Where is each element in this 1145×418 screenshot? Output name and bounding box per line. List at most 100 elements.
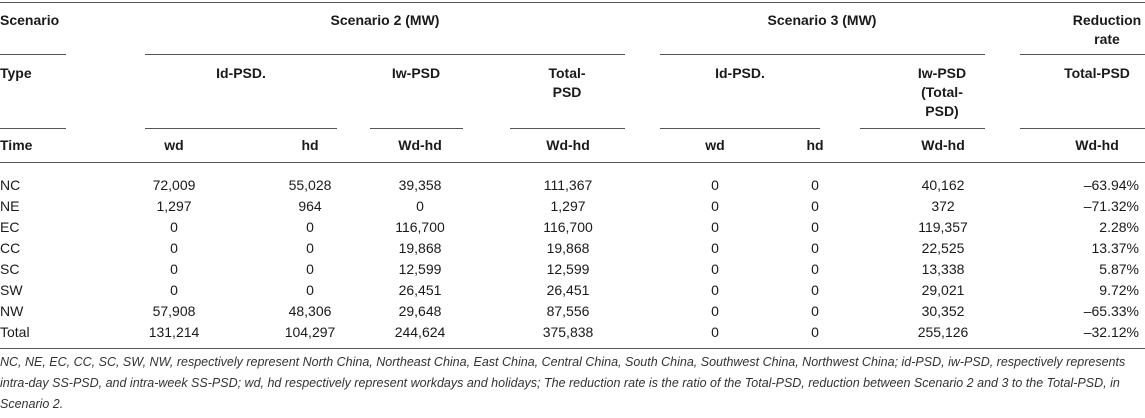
cell-s2-wd: 72,009 bbox=[152, 177, 196, 193]
cell-s2-total: 19,868 bbox=[546, 240, 590, 256]
cell-s3-wd: 0 bbox=[711, 198, 719, 214]
cell-s3-iw: 372 bbox=[931, 198, 955, 214]
top-rule bbox=[0, 2, 1145, 3]
cell-s2-wd: 0 bbox=[170, 240, 178, 256]
s3-iw-underline bbox=[860, 128, 985, 129]
cell-reduction: –71.32% bbox=[1083, 198, 1139, 214]
cell-s2-iw: 26,451 bbox=[398, 282, 442, 298]
scenario-underline bbox=[0, 54, 66, 55]
cell-s3-wd: 0 bbox=[711, 261, 719, 277]
cell-s2-total: 26,451 bbox=[546, 282, 590, 298]
reduction-underline bbox=[1020, 54, 1145, 55]
cell-s2-wd: 131,214 bbox=[148, 324, 200, 340]
cell-s2-hd: 964 bbox=[298, 198, 322, 214]
cell-s3-hd: 0 bbox=[811, 177, 819, 193]
cell-s2-iw: 116,700 bbox=[395, 219, 445, 235]
header-type: Type bbox=[0, 65, 32, 81]
header-scenario: Scenario bbox=[0, 12, 60, 28]
row-label: NC bbox=[0, 177, 21, 193]
scenario3-underline bbox=[660, 54, 985, 55]
cell-s3-wd: 0 bbox=[711, 282, 719, 298]
header-s3-wd: wd bbox=[705, 137, 725, 153]
header-s3-iw-line1: Iw-PSD bbox=[917, 65, 967, 81]
header-s3-id: Id-PSD. bbox=[715, 65, 765, 81]
cell-s3-iw: 13,338 bbox=[921, 261, 965, 277]
s2-iw-underline bbox=[370, 128, 463, 129]
cell-s2-total: 111,367 bbox=[543, 177, 593, 193]
cell-reduction: 13.37% bbox=[1091, 240, 1139, 256]
cell-s3-wd: 0 bbox=[711, 240, 719, 256]
cell-s2-total: 375,838 bbox=[542, 324, 594, 340]
header-scenario3: Scenario 3 (MW) bbox=[767, 12, 877, 28]
cell-s2-iw: 19,868 bbox=[398, 240, 442, 256]
cell-s3-iw: 30,352 bbox=[921, 303, 965, 319]
cell-s2-hd: 55,028 bbox=[288, 177, 332, 193]
cell-s2-hd: 0 bbox=[306, 219, 314, 235]
cell-s3-hd: 0 bbox=[811, 261, 819, 277]
cell-s2-hd: 0 bbox=[306, 282, 314, 298]
cell-s2-wd: 57,908 bbox=[152, 303, 196, 319]
header-s3-hd: hd bbox=[806, 137, 824, 153]
header-scenario2: Scenario 2 (MW) bbox=[330, 12, 440, 28]
cell-s2-iw: 0 bbox=[416, 198, 424, 214]
header-s3-iw-line2: (Total- bbox=[921, 84, 963, 100]
cell-s2-wd: 1,297 bbox=[156, 198, 192, 214]
cell-s3-hd: 0 bbox=[811, 240, 819, 256]
cell-s2-iw: 244,624 bbox=[394, 324, 446, 340]
cell-s3-iw: 22,525 bbox=[921, 240, 965, 256]
cell-s2-hd: 104,297 bbox=[284, 324, 336, 340]
cell-reduction: 5.87% bbox=[1099, 261, 1139, 277]
cell-s2-wd: 0 bbox=[170, 282, 178, 298]
header-s2-iw-wdhd: Wd-hd bbox=[398, 137, 442, 153]
header-s3-iw-line3: PSD) bbox=[925, 103, 959, 119]
cell-s3-hd: 0 bbox=[811, 219, 819, 235]
cell-s3-iw: 119,357 bbox=[918, 219, 968, 235]
header-s2-wd: wd bbox=[164, 137, 184, 153]
row-label: NW bbox=[0, 303, 24, 319]
cell-reduction: –32.12% bbox=[1083, 324, 1139, 340]
row-label: SC bbox=[0, 261, 20, 277]
red-total-underline bbox=[1020, 128, 1145, 129]
row-label: NE bbox=[0, 198, 20, 214]
header-s2-hd: hd bbox=[301, 137, 319, 153]
cell-s3-hd: 0 bbox=[811, 282, 819, 298]
scenario2-underline bbox=[145, 54, 625, 55]
cell-s3-iw: 40,162 bbox=[921, 177, 965, 193]
cell-s2-total: 87,556 bbox=[546, 303, 590, 319]
row-label: SW bbox=[0, 282, 23, 298]
header-s2-total-wdhd: Wd-hd bbox=[546, 137, 590, 153]
cell-reduction: –63.94% bbox=[1083, 177, 1139, 193]
header-bottom-rule bbox=[0, 162, 1145, 163]
row-label: Total bbox=[0, 324, 30, 340]
cell-s2-total: 116,700 bbox=[543, 219, 593, 235]
header-s3-iw-wdhd: Wd-hd bbox=[921, 137, 965, 153]
cell-reduction: –65.33% bbox=[1083, 303, 1139, 319]
cell-s3-hd: 0 bbox=[811, 324, 819, 340]
header-reduction-line2: rate bbox=[1094, 31, 1120, 47]
cell-s3-wd: 0 bbox=[711, 219, 719, 235]
cell-s3-hd: 0 bbox=[811, 198, 819, 214]
header-red-wdhd: Wd-hd bbox=[1075, 137, 1119, 153]
s2-total-underline bbox=[510, 128, 625, 129]
row-label: EC bbox=[0, 219, 20, 235]
cell-s3-wd: 0 bbox=[711, 303, 719, 319]
cell-s2-wd: 0 bbox=[170, 261, 178, 277]
cell-s2-iw: 29,648 bbox=[398, 303, 442, 319]
cell-s3-iw: 29,021 bbox=[921, 282, 965, 298]
cell-s3-iw: 255,126 bbox=[917, 324, 969, 340]
cell-s2-hd: 0 bbox=[306, 240, 314, 256]
table-bottom-rule bbox=[0, 348, 1145, 349]
cell-reduction: 9.72% bbox=[1099, 282, 1139, 298]
header-s2-id: Id-PSD. bbox=[216, 65, 266, 81]
cell-reduction: 2.28% bbox=[1099, 219, 1139, 235]
type-underline bbox=[0, 128, 66, 129]
cell-s3-wd: 0 bbox=[711, 177, 719, 193]
header-s2-total-line1: Total- bbox=[548, 65, 586, 81]
header-s2-iw: Iw-PSD bbox=[391, 65, 441, 81]
cell-s3-wd: 0 bbox=[711, 324, 719, 340]
header-reduction-line1: Reduction bbox=[1072, 12, 1142, 28]
cell-s2-hd: 0 bbox=[306, 261, 314, 277]
header-s2-total-line2: PSD bbox=[552, 84, 582, 100]
row-label: CC bbox=[0, 240, 21, 256]
